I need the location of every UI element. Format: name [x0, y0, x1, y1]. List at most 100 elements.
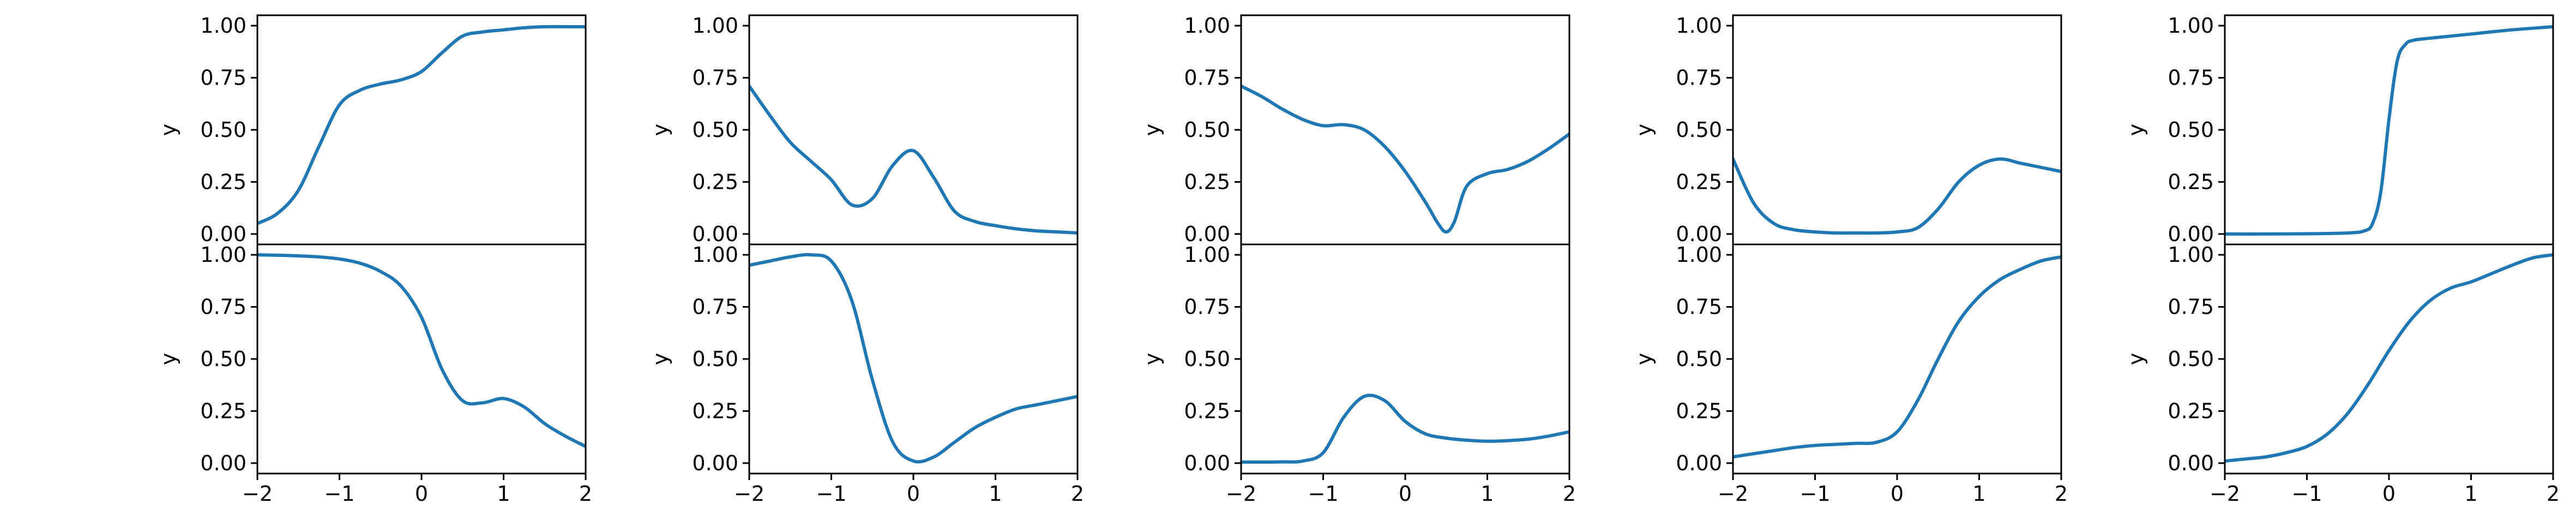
series-line — [1733, 157, 2061, 235]
y-axis-label: y — [157, 353, 180, 366]
plot-area — [2225, 244, 2553, 474]
y-tick-label: 0.25 — [1184, 399, 1230, 423]
plot-area — [257, 244, 586, 474]
x-tick-label: 2 — [579, 482, 592, 506]
plot-area — [257, 15, 586, 244]
y-tick-label: 0.00 — [1676, 222, 1722, 246]
y-tick-label: 0.75 — [2168, 66, 2214, 90]
y-tick-label: 1.00 — [2168, 243, 2214, 267]
y-tick-label: 0.75 — [2168, 295, 2214, 319]
plot-area — [1241, 244, 1569, 474]
series-line — [257, 25, 586, 225]
x-tick-label: 2 — [2547, 482, 2560, 506]
y-axis-label: y — [648, 124, 672, 136]
y-tick-label: 0.25 — [200, 170, 246, 194]
x-tick-label: 1 — [1972, 482, 1985, 506]
y-tick-label: 0.25 — [2168, 399, 2214, 423]
series-line — [749, 253, 1078, 464]
y-tick-label: 1.00 — [1184, 14, 1230, 38]
x-tick-label: −2 — [734, 482, 765, 506]
x-tick-label: 0 — [2382, 482, 2396, 506]
x-tick-label: 0 — [415, 482, 428, 506]
y-axis-label: y — [1140, 124, 1164, 136]
plot-area — [749, 244, 1078, 474]
y-tick-label: 0.00 — [200, 222, 246, 246]
series-line — [2225, 253, 2553, 463]
y-axis-label: y — [1632, 353, 1656, 366]
x-tick-label: 1 — [1480, 482, 1494, 506]
y-tick-label: 0.50 — [1676, 347, 1722, 371]
y-tick-label: 0.75 — [692, 66, 738, 90]
series-line — [257, 253, 586, 448]
x-tick-label: −1 — [1799, 482, 1830, 506]
y-tick-label: 0.25 — [2168, 170, 2214, 194]
x-tick-label: 1 — [2464, 482, 2477, 506]
y-tick-label: 0.50 — [692, 347, 738, 371]
plot-area — [1733, 15, 2061, 244]
plot-area — [749, 15, 1078, 244]
subplot-r1-c2: 0.00 0.25 0.50 0.75 1.00 −2 −1 0 1 2 y — [1140, 243, 1576, 506]
x-tick-label: 2 — [1563, 482, 1576, 506]
series-line — [2225, 25, 2553, 236]
y-tick-label: 0.75 — [692, 295, 738, 319]
y-tick-label: 0.75 — [200, 66, 246, 90]
y-tick-label: 1.00 — [1676, 14, 1722, 38]
subplot-r1-c4: 0.00 0.25 0.50 0.75 1.00 −2 −1 0 1 2 y — [2124, 243, 2560, 506]
x-tick-label: 0 — [1399, 482, 1412, 506]
x-tick-label: −2 — [2210, 482, 2240, 506]
y-tick-label: 1.00 — [1676, 243, 1722, 267]
y-tick-label: 0.00 — [692, 222, 738, 246]
y-tick-label: 0.00 — [1184, 451, 1230, 475]
x-tick-label: 0 — [907, 482, 920, 506]
y-tick-label: 1.00 — [200, 243, 246, 267]
x-tick-label: −1 — [324, 482, 354, 506]
y-tick-label: 0.50 — [1184, 118, 1230, 142]
x-tick-label: 1 — [497, 482, 510, 506]
y-tick-label: 0.25 — [200, 399, 246, 423]
y-tick-label: 0.25 — [692, 170, 738, 194]
x-tick-label: −2 — [1226, 482, 1256, 506]
y-tick-label: 1.00 — [2168, 14, 2214, 38]
y-tick-label: 1.00 — [692, 14, 738, 38]
plot-area — [1733, 244, 2061, 474]
y-tick-label: 0.75 — [1184, 66, 1230, 90]
y-tick-label: 0.75 — [1676, 66, 1722, 90]
y-tick-label: 1.00 — [200, 14, 246, 38]
y-tick-label: 0.25 — [1676, 170, 1722, 194]
y-axis-label: y — [1632, 124, 1656, 136]
y-tick-label: 0.50 — [692, 118, 738, 142]
y-tick-label: 0.50 — [2168, 118, 2214, 142]
y-tick-label: 0.25 — [1184, 170, 1230, 194]
x-tick-label: 0 — [1891, 482, 1904, 506]
x-tick-label: 2 — [2055, 482, 2068, 506]
y-tick-label: 1.00 — [1184, 243, 1230, 267]
series-line — [1241, 84, 1569, 234]
y-tick-label: 0.50 — [1184, 347, 1230, 371]
y-tick-label: 0.00 — [692, 451, 738, 475]
y-tick-label: 0.75 — [1676, 295, 1722, 319]
x-tick-label: 2 — [1071, 482, 1084, 506]
y-tick-label: 0.00 — [200, 451, 246, 475]
y-axis-label: y — [157, 124, 180, 136]
x-tick-label: −1 — [1308, 482, 1338, 506]
y-tick-label: 0.50 — [200, 118, 246, 142]
y-axis-label: y — [1140, 353, 1164, 366]
plot-area — [1241, 15, 1569, 244]
y-tick-label: 0.75 — [1184, 295, 1230, 319]
y-tick-label: 0.00 — [2168, 222, 2214, 246]
y-axis-label: y — [2124, 124, 2148, 136]
series-line — [1733, 255, 2061, 459]
subplot-r1-c3: 0.00 0.25 0.50 0.75 1.00 −2 −1 0 1 2 y — [1632, 243, 2068, 506]
subplot-r1-c0: 0.00 0.25 0.50 0.75 1.00 −2 −1 0 1 2 y — [157, 243, 592, 506]
y-tick-label: 1.00 — [692, 243, 738, 267]
y-tick-label: 0.50 — [2168, 347, 2214, 371]
series-line — [749, 84, 1078, 235]
y-tick-label: 0.25 — [1676, 399, 1722, 423]
x-tick-label: 1 — [989, 482, 1002, 506]
